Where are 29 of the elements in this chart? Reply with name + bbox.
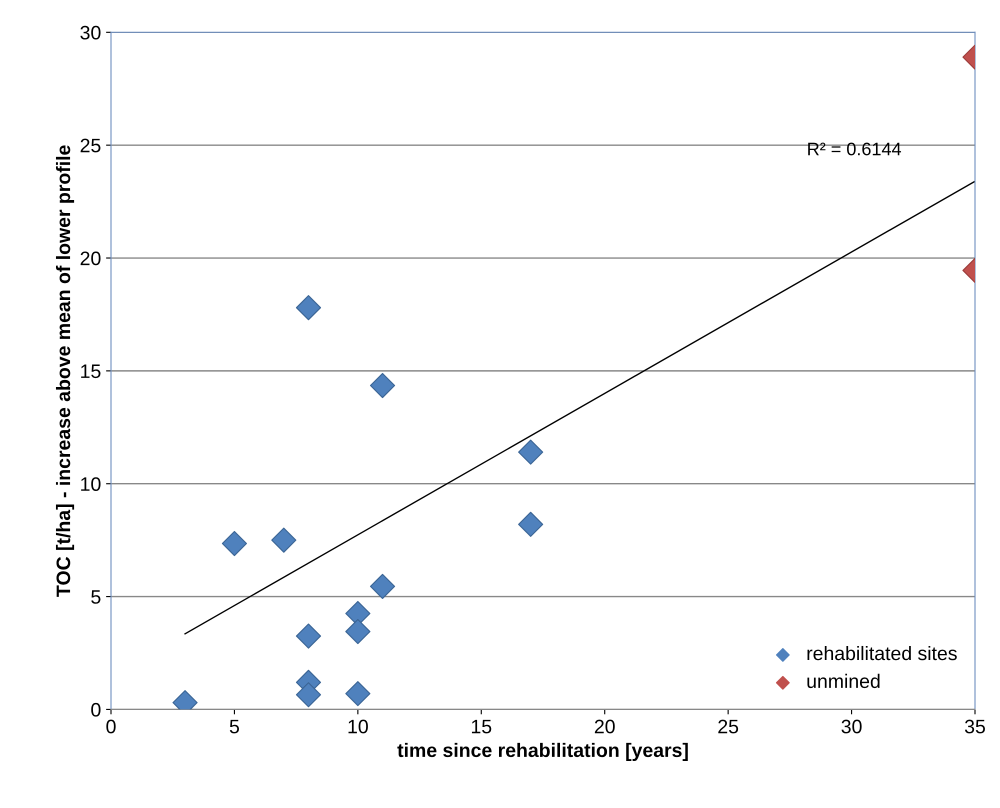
point <box>296 623 322 649</box>
point <box>345 618 370 644</box>
y-axis-title: TOC [t/ha] - increase above mean of lower profile <box>56 145 74 597</box>
point <box>222 530 248 556</box>
x-tick-label: 15 <box>472 720 492 734</box>
x-tick-label: 0 <box>106 720 116 734</box>
point <box>370 372 396 398</box>
point <box>271 528 296 553</box>
x-tick-label: 35 <box>964 720 985 734</box>
y-tick-label: 25 <box>80 138 100 152</box>
point <box>296 682 322 708</box>
point <box>370 574 396 599</box>
x-axis-title: time since rehabilitation [years] <box>397 742 688 761</box>
point <box>345 681 370 706</box>
y-tick-label: 15 <box>81 364 100 378</box>
y-tick-label: 5 <box>91 590 100 604</box>
x-tick-label: 5 <box>230 720 240 734</box>
y-tick-label: 0 <box>91 702 101 717</box>
x-tick-label: 20 <box>594 720 615 734</box>
y-tick-label: 10 <box>81 477 101 491</box>
y-tick-label: 30 <box>80 26 101 40</box>
y-tick-label: 20 <box>80 251 101 266</box>
legend-label: unmined <box>807 674 880 688</box>
point <box>296 295 322 320</box>
legend-label: rehabilitated sites <box>807 646 957 660</box>
x-tick-label: 30 <box>842 720 862 734</box>
annotation: R² = 0.6144 <box>808 142 902 156</box>
x-tick-label: 25 <box>718 720 738 734</box>
x-tick-label: 10 <box>348 720 368 734</box>
